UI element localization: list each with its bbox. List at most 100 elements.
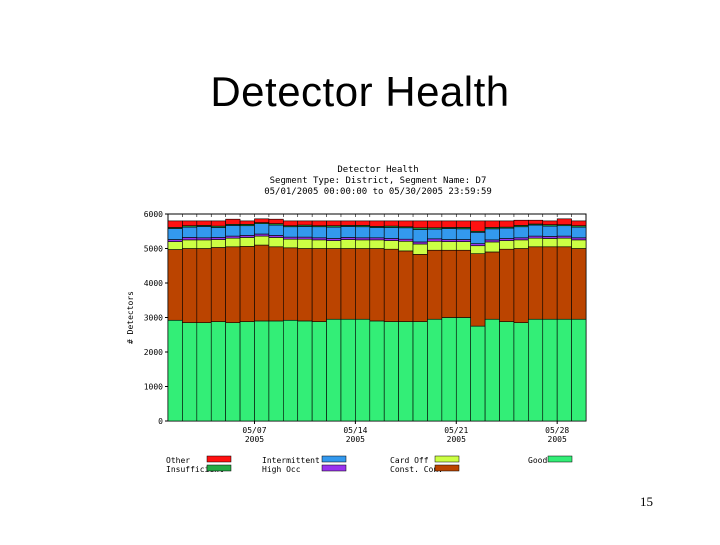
bar-good-05-16: [383, 321, 399, 422]
bar-intermittent-05-23: [484, 228, 500, 241]
bar-const-con--05-05: [225, 246, 241, 323]
y-axis-label: # Detectors: [126, 291, 135, 344]
bar-const-con--05-15: [369, 248, 385, 322]
bar-high-occ-05-10: [297, 236, 313, 240]
bar-intermittent-05-07: [254, 223, 270, 235]
bar-good-05-23: [484, 318, 500, 422]
bar-high-occ-05-22: [470, 243, 486, 247]
bar-other-05-25: [513, 219, 529, 226]
bar-good-05-07: [254, 320, 270, 422]
y-tick-label-5000: 5000: [144, 245, 163, 254]
bar-good-05-24: [499, 321, 515, 422]
bar-card-off-05-13: [340, 239, 356, 249]
bar-other-05-07: [254, 218, 270, 223]
bar-other-05-18: [412, 220, 428, 229]
bar-high-occ-05-25: [513, 237, 529, 241]
bar-other-05-27: [542, 220, 558, 225]
x-tick-label-year: 2005: [245, 435, 264, 444]
bar-high-occ-05-21: [455, 239, 471, 242]
bar-other-05-03: [196, 220, 212, 226]
bar-good-05-27: [542, 318, 558, 422]
bar-card-off-05-24: [499, 240, 515, 250]
bar-high-occ-05-13: [340, 237, 356, 240]
legend-swatch-intermittent: [321, 455, 347, 463]
bar-other-05-05: [225, 218, 241, 225]
y-tick-label-3000: 3000: [144, 314, 163, 323]
bar-good-05-28: [556, 318, 572, 422]
bar-const-con--05-24: [499, 248, 515, 322]
bar-const-con--05-29: [571, 248, 587, 320]
x-tick-label-year: 2005: [548, 435, 567, 444]
bar-other-05-24: [499, 220, 515, 228]
y-tick-label-0: 0: [158, 417, 163, 426]
bar-good-05-14: [355, 318, 371, 422]
bar-const-con--05-19: [427, 249, 443, 320]
bar-other-05-15: [369, 220, 385, 227]
bar-card-off-05-11: [311, 239, 327, 249]
y-tick-label-1000: 1000: [144, 383, 163, 392]
bar-card-off-05-25: [513, 239, 529, 249]
bar-const-con--05-23: [484, 251, 500, 320]
x-tick-label-year: 2005: [346, 435, 365, 444]
bar-good-05-02: [182, 322, 198, 422]
bar-high-occ-05-03: [196, 237, 212, 241]
bar-card-off-05-04: [210, 239, 226, 248]
bar-const-con--05-09: [283, 247, 299, 321]
bar-const-con--05-12: [326, 248, 342, 320]
bar-intermittent-05-08: [268, 224, 284, 236]
bar-const-con--05-01: [167, 249, 183, 321]
bar-other-05-13: [340, 220, 356, 226]
bar-intermittent-05-13: [340, 226, 356, 238]
legend-label-const-con-: Const. Con.: [390, 465, 443, 474]
bar-const-con--05-11: [311, 248, 327, 322]
bar-good-05-06: [239, 321, 255, 422]
chart-title-line-3: 05/01/2005 00:00:00 to 05/30/2005 23:59:…: [264, 187, 492, 197]
y-tick-label-4000: 4000: [144, 279, 163, 288]
bar-good-05-25: [513, 322, 529, 422]
bar-const-con--05-28: [556, 246, 572, 320]
legend-label-insufficient: Insufficient: [166, 465, 224, 474]
bar-other-05-26: [528, 219, 544, 225]
bar-card-off-05-03: [196, 239, 212, 249]
bar-other-05-19: [427, 220, 443, 229]
legend-label-good: Good: [528, 456, 547, 465]
bar-high-occ-05-01: [167, 239, 183, 242]
bar-const-con--05-10: [297, 248, 313, 322]
bar-high-occ-05-18: [412, 241, 428, 245]
bar-card-off-05-22: [470, 245, 486, 254]
bar-intermittent-05-24: [499, 227, 515, 239]
x-tick-label-year: 2005: [447, 435, 466, 444]
legend-swatch-card-off: [434, 455, 460, 463]
bar-other-05-21: [455, 220, 471, 228]
bar-card-off-05-08: [268, 237, 284, 248]
bar-const-con--05-02: [182, 248, 198, 323]
bar-card-off-05-01: [167, 241, 183, 250]
bar-const-con--05-08: [268, 246, 284, 322]
bar-intermittent-05-12: [326, 226, 342, 239]
bar-good-05-17: [398, 321, 414, 422]
y-tick-label-6000: 6000: [144, 210, 163, 219]
bar-const-con--05-14: [355, 248, 371, 320]
slide-title: Detector Health: [210, 68, 510, 115]
bar-intermittent-05-02: [182, 226, 198, 238]
bar-high-occ-05-19: [427, 238, 443, 242]
bar-other-05-08: [268, 218, 284, 224]
bar-good-05-04: [210, 321, 226, 422]
bar-intermittent-05-04: [210, 227, 226, 238]
slide-number: 15: [640, 494, 653, 509]
bar-high-occ-05-17: [398, 238, 414, 242]
bar-intermittent-05-01: [167, 228, 183, 240]
bar-intermittent-05-17: [398, 227, 414, 240]
legend-label-intermittent: Intermittent: [262, 456, 320, 465]
bar-intermittent-05-03: [196, 226, 212, 239]
legend-swatch-const-con-: [434, 464, 460, 472]
bar-good-05-29: [571, 318, 587, 422]
bar-high-occ-05-26: [528, 235, 544, 239]
bar-card-off-05-23: [484, 241, 500, 253]
legend-label-other: Other: [166, 456, 190, 465]
bar-high-occ-05-04: [210, 237, 226, 240]
bar-intermittent-05-10: [297, 226, 313, 238]
bar-intermittent-05-22: [470, 231, 486, 244]
